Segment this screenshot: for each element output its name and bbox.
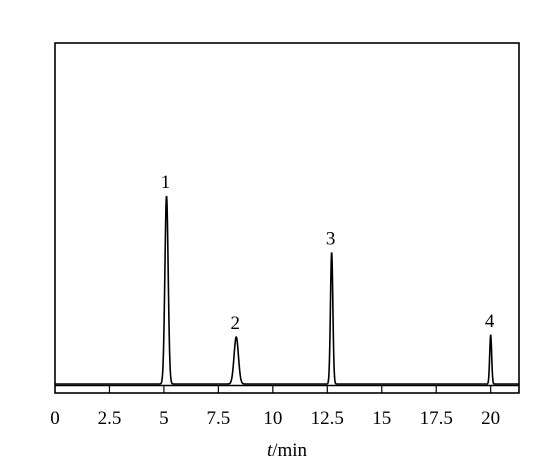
x-tick-label: 0 — [50, 408, 60, 429]
series-chromatogram-line — [55, 195, 519, 385]
x-tick-label: 5 — [159, 408, 169, 429]
x-axis-title: t/min — [267, 440, 308, 461]
x-axis-variable: t — [267, 440, 273, 461]
peak-label: 4 — [485, 311, 495, 332]
x-tick-label: 17.5 — [420, 408, 453, 429]
peak-labels: 1 2 3 4 — [161, 172, 495, 334]
x-tick-label: 7.5 — [207, 408, 231, 429]
peak-label: 1 — [161, 172, 171, 193]
x-axis-unit: /min — [272, 440, 307, 461]
x-tick-label: 12.5 — [311, 408, 344, 429]
peak-label: 3 — [326, 228, 336, 249]
x-tick-label: 10 — [263, 408, 282, 429]
x-axis-tick-labels: 0 2.5 5 7.5 10 12.5 15 17.5 20 — [50, 408, 500, 429]
plot-frame — [54, 42, 520, 394]
peak-label: 2 — [230, 313, 240, 334]
x-tick-label: 2.5 — [98, 408, 122, 429]
x-axis-ticks — [108, 385, 492, 393]
x-tick-label: 20 — [481, 408, 500, 429]
x-tick-label: 15 — [372, 408, 391, 429]
